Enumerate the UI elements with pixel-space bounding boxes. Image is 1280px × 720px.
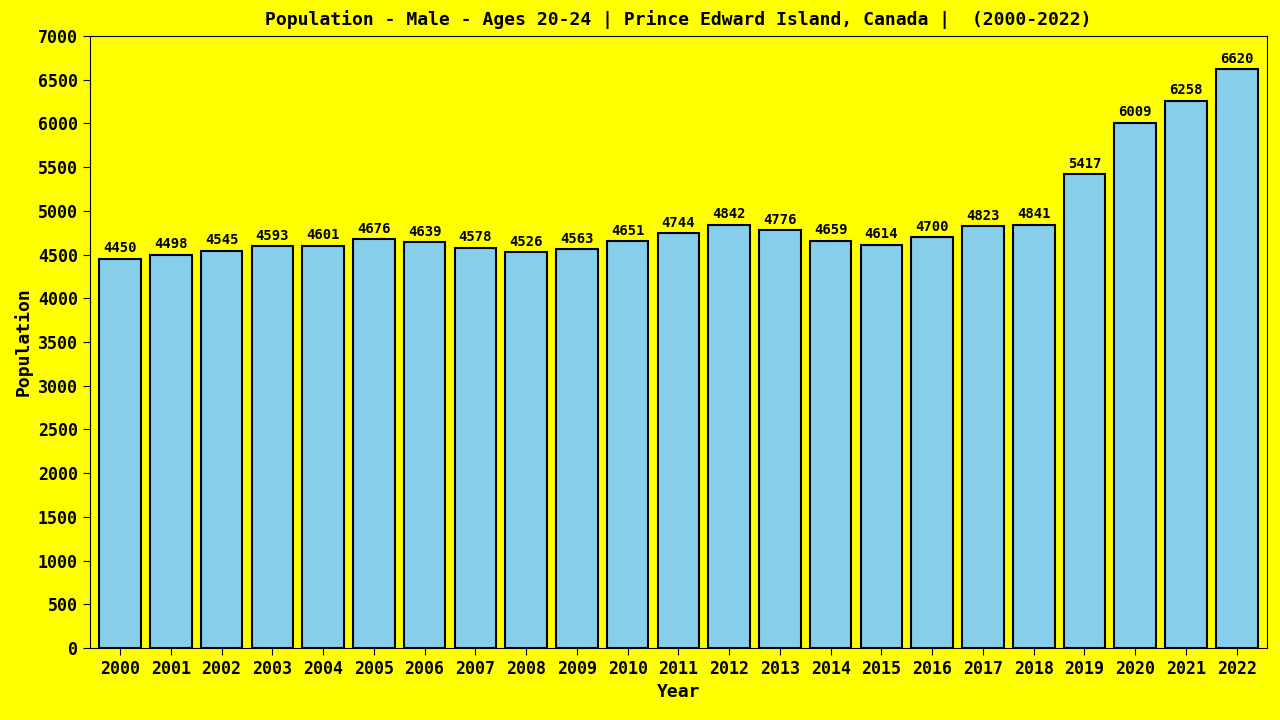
Bar — [1064, 174, 1106, 648]
Text: 4545: 4545 — [205, 233, 238, 247]
Bar — [150, 255, 192, 648]
Text: 4841: 4841 — [1018, 207, 1051, 221]
Text: 4526: 4526 — [509, 235, 543, 249]
Bar — [607, 241, 649, 648]
Text: 4744: 4744 — [662, 216, 695, 230]
Bar — [454, 248, 497, 648]
Text: 4676: 4676 — [357, 222, 390, 235]
Bar — [708, 225, 750, 648]
Text: 4842: 4842 — [713, 207, 746, 221]
Text: 4563: 4563 — [561, 232, 594, 246]
Text: 6009: 6009 — [1119, 105, 1152, 119]
Text: 4614: 4614 — [865, 227, 899, 241]
Bar — [1165, 101, 1207, 648]
Text: 4498: 4498 — [154, 238, 188, 251]
Text: 4601: 4601 — [306, 228, 339, 242]
Text: 4593: 4593 — [256, 229, 289, 243]
Bar — [860, 245, 902, 648]
Text: 5417: 5417 — [1068, 157, 1101, 171]
Bar — [302, 246, 344, 648]
Bar — [506, 252, 547, 648]
Text: 4823: 4823 — [966, 209, 1000, 222]
Bar — [911, 237, 954, 648]
Bar — [1012, 225, 1055, 648]
Bar — [556, 249, 598, 648]
Text: 4639: 4639 — [408, 225, 442, 239]
Bar — [100, 259, 141, 648]
Bar — [1115, 122, 1156, 648]
Bar — [201, 251, 242, 648]
Bar — [251, 246, 293, 648]
Text: 4651: 4651 — [611, 224, 644, 238]
X-axis label: Year: Year — [657, 683, 700, 701]
Bar — [1216, 69, 1257, 648]
Bar — [403, 243, 445, 648]
Text: 4450: 4450 — [104, 241, 137, 256]
Bar — [963, 226, 1004, 648]
Bar — [810, 240, 851, 648]
Text: 4659: 4659 — [814, 223, 847, 237]
Y-axis label: Population: Population — [13, 287, 32, 397]
Text: 4578: 4578 — [458, 230, 492, 244]
Text: 4700: 4700 — [915, 220, 948, 233]
Bar — [353, 239, 394, 648]
Bar — [658, 233, 699, 648]
Text: 4776: 4776 — [763, 213, 796, 227]
Text: 6258: 6258 — [1169, 84, 1203, 97]
Bar — [759, 230, 801, 648]
Text: 6620: 6620 — [1220, 52, 1253, 66]
Title: Population - Male - Ages 20-24 | Prince Edward Island, Canada |  (2000-2022): Population - Male - Ages 20-24 | Prince … — [265, 10, 1092, 29]
